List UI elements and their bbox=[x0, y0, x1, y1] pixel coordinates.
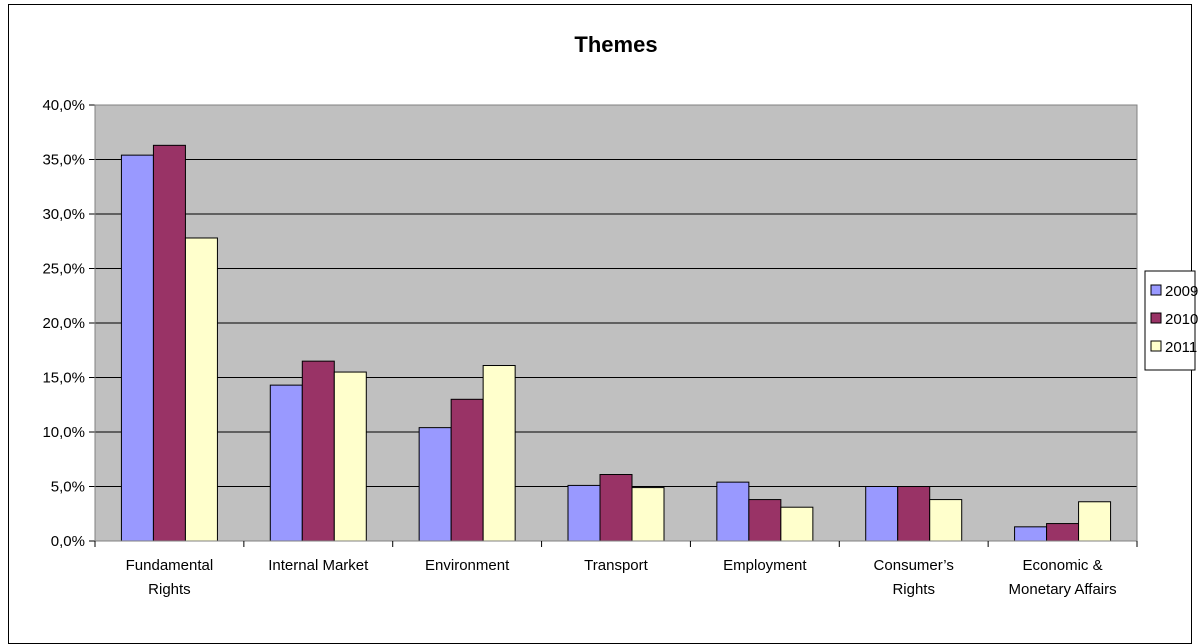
x-category-label-line: Consumer’s bbox=[874, 557, 954, 574]
y-tick-label: 20,0% bbox=[42, 315, 85, 332]
bar-2009-3 bbox=[567, 484, 601, 542]
legend-label-2010: 2010 bbox=[1165, 311, 1198, 328]
x-category-label-line: Environment bbox=[425, 557, 510, 574]
bar-2009-1 bbox=[269, 384, 303, 542]
bar-2009-6 bbox=[1014, 526, 1048, 542]
x-category-label-line: Fundamental bbox=[126, 557, 214, 574]
plot-area: 0,0% 5,0% 10,0% 15,0% 20,0% 25,0% 30,0% 35,0% 40… bbox=[42, 97, 1138, 598]
bar-2011-4 bbox=[780, 506, 814, 542]
chart-title: Themes bbox=[574, 32, 657, 57]
bar-2011-0 bbox=[184, 237, 218, 542]
bar-2010-2 bbox=[450, 398, 484, 542]
x-category-label: Economic & Monetary Affairs bbox=[1009, 557, 1117, 598]
legend-swatch-2010 bbox=[1150, 312, 1162, 324]
x-category-label: Environment bbox=[425, 557, 510, 574]
x-category-label-line: Internal Market bbox=[268, 557, 369, 574]
bar-2009-0 bbox=[120, 154, 154, 542]
y-tick-label: 35,0% bbox=[42, 152, 85, 169]
bar-2010-5 bbox=[897, 486, 931, 542]
bar-2009-5 bbox=[865, 486, 899, 542]
x-category-label-line: Rights bbox=[148, 581, 191, 598]
legend-label-2009: 2009 bbox=[1165, 283, 1198, 300]
y-tick-label: 5,0% bbox=[51, 479, 85, 496]
bar-2010-4 bbox=[748, 499, 782, 542]
x-category-label: Fundamental Rights bbox=[126, 557, 214, 598]
y-tick-label: 25,0% bbox=[42, 261, 85, 278]
legend-label-2011: 2011 bbox=[1165, 339, 1197, 356]
bar-2011-3 bbox=[631, 487, 665, 542]
y-tick-label: 15,0% bbox=[42, 370, 85, 387]
bar-2010-6 bbox=[1046, 523, 1080, 542]
bar-2011-6 bbox=[1078, 501, 1112, 542]
x-category-label-line: Rights bbox=[892, 581, 935, 598]
y-tick-label: 10,0% bbox=[42, 424, 85, 441]
x-category-label-line: Economic & bbox=[1023, 557, 1103, 574]
x-category-label: Consumer’s Rights bbox=[874, 557, 954, 598]
bar-2011-2 bbox=[482, 365, 516, 542]
bar-2011-1 bbox=[333, 371, 367, 542]
y-tick-label: 40,0% bbox=[42, 97, 85, 114]
legend: 2009 2010 2011 bbox=[1144, 270, 1198, 371]
bar-chart: Themes 0,0% 5,0% 10,0% 15,0% 20,0% 25,0% 30,0%… bbox=[42, 32, 1198, 598]
x-category-label: Internal Market bbox=[268, 557, 369, 574]
x-category-label-line: Transport bbox=[584, 557, 648, 574]
legend-swatch-2009 bbox=[1150, 284, 1162, 296]
x-category-label: Transport bbox=[584, 557, 648, 574]
bar-2010-3 bbox=[599, 474, 633, 542]
bar-2009-4 bbox=[716, 481, 750, 542]
y-tick-label: 30,0% bbox=[42, 206, 85, 223]
x-category-label-line: Employment bbox=[723, 557, 807, 574]
bar-2011-5 bbox=[929, 499, 963, 542]
plot-border bbox=[94, 104, 1138, 542]
bar-2010-0 bbox=[152, 144, 186, 542]
bar-2009-2 bbox=[418, 427, 452, 542]
legend-swatch-2011 bbox=[1150, 340, 1162, 352]
x-category-label-line: Monetary Affairs bbox=[1009, 581, 1117, 598]
x-category-label: Employment bbox=[723, 557, 807, 574]
bar-2010-1 bbox=[301, 360, 335, 542]
y-tick-label: 0,0% bbox=[51, 533, 85, 550]
